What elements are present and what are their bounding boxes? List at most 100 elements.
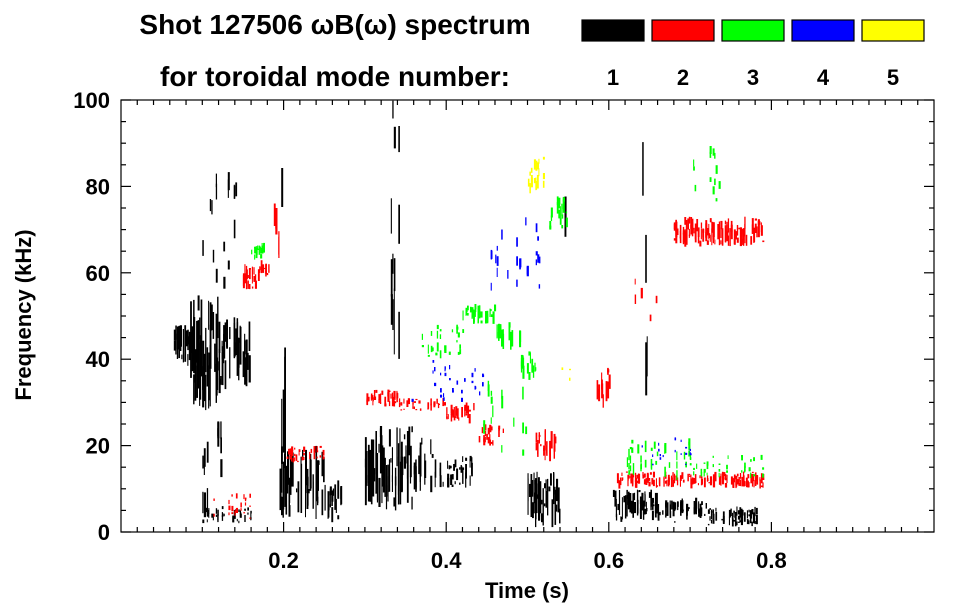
- spectrum-mark: [464, 406, 466, 417]
- spectrum-mark: [664, 443, 667, 454]
- spectrum-mark: [634, 479, 637, 488]
- spectrum-mark: [759, 479, 761, 481]
- spectrum-mark: [561, 225, 564, 229]
- spectrum-mark: [750, 473, 752, 484]
- spectrum-mark: [469, 455, 472, 462]
- spectrum-mark: [644, 440, 647, 453]
- spectrum-mark: [436, 342, 439, 352]
- spectrum-mark: [741, 238, 743, 243]
- spectrum-mark: [737, 515, 740, 520]
- spectrum-mark: [538, 432, 540, 444]
- spectrum-mark: [673, 238, 676, 241]
- spectrum-mark: [522, 449, 525, 456]
- spectrum-mark: [690, 478, 693, 489]
- spectrum-mark: [621, 472, 623, 476]
- spectrum-mark: [547, 478, 549, 516]
- spectrum-mark: [709, 151, 712, 158]
- spectrum-mark: [642, 500, 645, 515]
- spectrum-mark: [680, 439, 682, 442]
- legend-item-1: 1: [581, 19, 645, 90]
- spectrum-mark: [235, 493, 238, 499]
- spectrum-mark: [681, 498, 683, 512]
- spectrum-mark: [231, 505, 234, 512]
- spectrum-mark: [405, 445, 407, 464]
- spectrum-mark: [530, 175, 533, 188]
- spectrum-mark: [614, 490, 617, 507]
- spectrum-mark: [666, 513, 668, 516]
- spectrum-mark: [208, 300, 210, 330]
- spectrum-mark: [522, 386, 524, 400]
- spectrum-mark: [208, 508, 210, 515]
- spectrum-mark: [631, 447, 633, 453]
- spectrum-mark: [211, 513, 214, 518]
- spectrum-mark: [451, 484, 454, 487]
- spectrum-mark: [464, 378, 466, 382]
- spectrum-mark: [693, 507, 696, 514]
- spectrum-mark: [643, 479, 646, 485]
- spectrum-mark: [442, 403, 445, 407]
- spectrum-mark: [387, 392, 390, 402]
- spectrum-mark: [756, 226, 758, 238]
- spectrum-mark: [443, 397, 445, 401]
- spectrum-mark: [657, 504, 660, 519]
- spectrum-mark: [704, 513, 706, 516]
- spectrum-mark: [319, 455, 322, 458]
- spectrum-mark: [260, 260, 263, 272]
- spectrum-mark: [378, 394, 381, 401]
- spectrum-mark: [301, 456, 304, 460]
- spectrum-mark: [244, 508, 246, 511]
- spectrum-mark: [316, 450, 319, 453]
- spectrum-mark: [553, 433, 556, 452]
- spectrum-mark: [760, 454, 763, 460]
- spectrum-mark: [239, 512, 242, 518]
- mode-1-region-12: [413, 437, 437, 493]
- spectrum-mark: [752, 512, 755, 516]
- spectrum-mark: [279, 475, 282, 509]
- spectrum-mark: [674, 449, 676, 453]
- spectrum-mark: [484, 424, 487, 431]
- spectrum-mark: [498, 330, 500, 341]
- spectrum-mark: [714, 239, 716, 245]
- spectrum-mark: [736, 506, 738, 516]
- spectrum-mark: [682, 226, 685, 235]
- spectrum-mark: [187, 329, 189, 351]
- spectrum-mark: [621, 479, 623, 481]
- spectrum-mark: [288, 448, 290, 455]
- spectrum-mark: [223, 276, 226, 289]
- spectrum-mark: [709, 218, 712, 223]
- mode-1-region-17: [612, 489, 658, 522]
- spectrum-mark: [666, 479, 668, 487]
- spectrum-mark: [437, 403, 440, 409]
- spectrum-mark: [559, 218, 562, 225]
- spectrum-mark: [490, 249, 493, 260]
- spectrum-mark: [265, 271, 267, 277]
- spectrum-mark: [741, 470, 743, 473]
- spectrum-mark: [477, 305, 480, 316]
- spectrum-mark: [676, 451, 678, 461]
- spectrum-mark: [532, 480, 534, 497]
- spectrum-mark: [537, 451, 539, 455]
- spectrum-mark: [259, 269, 261, 273]
- spectrum-mark: [220, 421, 222, 439]
- legend-swatch: [861, 19, 925, 42]
- mode-2-region-12: [616, 471, 765, 489]
- spectrum-mark: [396, 427, 398, 467]
- spectrum-mark: [211, 200, 213, 215]
- spectrum-mark: [721, 476, 725, 485]
- spectrum-mark: [199, 335, 202, 400]
- spectrum-mark: [427, 402, 430, 409]
- spectrum-mark: [727, 455, 729, 459]
- spectrum-mark: [453, 407, 455, 417]
- spectrum-mark: [294, 447, 296, 450]
- x-axis-label: Time (s): [485, 578, 569, 603]
- spectrum-mark: [456, 324, 458, 334]
- spectrum-mark: [740, 508, 743, 514]
- spectrum-mark: [465, 402, 468, 414]
- spectrum-mark: [413, 401, 416, 403]
- mode-1-region-8: [279, 445, 330, 519]
- spectrum-mark: [452, 388, 454, 392]
- spectrum-mark: [450, 474, 453, 485]
- spectrum-mark: [461, 397, 463, 402]
- spectrum-mark: [617, 503, 619, 507]
- spectrum-mark: [752, 513, 756, 524]
